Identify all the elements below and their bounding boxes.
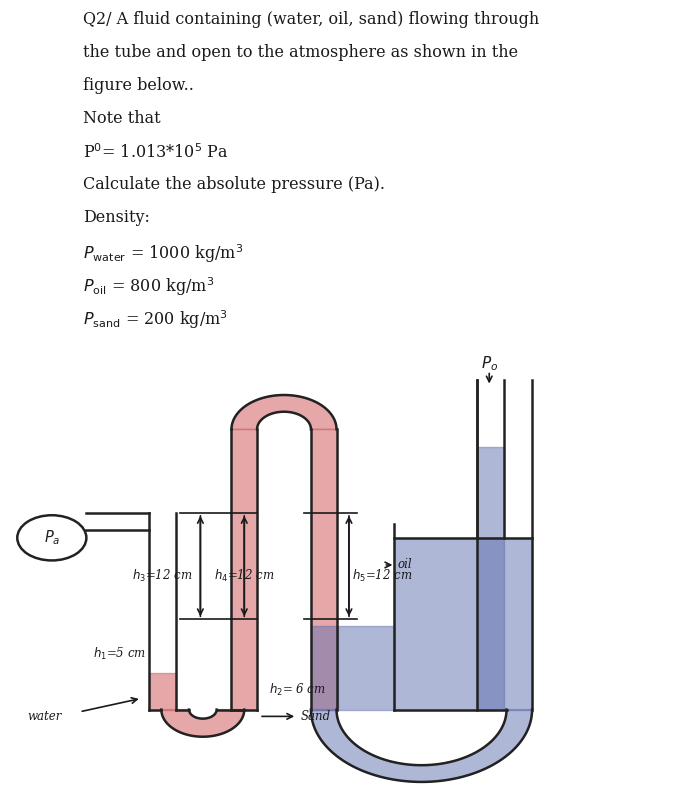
Text: the tube and open to the atmosphere as shown in the: the tube and open to the atmosphere as s… [83,44,518,61]
Text: Density:: Density: [83,210,150,226]
Text: $P_{\rm sand}$ = 200 kg/m$^3$: $P_{\rm sand}$ = 200 kg/m$^3$ [83,309,228,331]
Text: $h_3$=12 cm: $h_3$=12 cm [132,568,193,584]
Text: Q2/ A fluid containing (water, oil, sand) flowing through: Q2/ A fluid containing (water, oil, sand… [83,10,539,28]
Text: $h_4$=12 cm: $h_4$=12 cm [214,568,274,584]
Text: $P_a$: $P_a$ [44,529,60,547]
Text: water: water [28,710,62,723]
Text: $h_1$=5 cm: $h_1$=5 cm [93,646,146,662]
Polygon shape [311,710,532,782]
Text: Sand: Sand [301,710,331,723]
Text: oil: oil [397,558,412,571]
Text: $P_{\rm water}$ = 1000 kg/m$^3$: $P_{\rm water}$ = 1000 kg/m$^3$ [83,242,243,265]
Polygon shape [162,710,245,737]
Text: $P_{\rm oil}$ = 800 kg/m$^3$: $P_{\rm oil}$ = 800 kg/m$^3$ [83,275,214,298]
Text: P$^0$= 1.013*10$^5$ Pa: P$^0$= 1.013*10$^5$ Pa [83,143,229,162]
Text: Note that: Note that [83,110,160,127]
Text: figure below..: figure below.. [83,77,193,94]
Text: Calculate the absolute pressure (Pa).: Calculate the absolute pressure (Pa). [83,176,385,194]
Text: $P_o$: $P_o$ [481,354,498,373]
Polygon shape [231,395,337,430]
Text: $h_5$=12 cm: $h_5$=12 cm [352,568,413,584]
Text: $h_2$= 6 cm: $h_2$= 6 cm [269,682,326,698]
